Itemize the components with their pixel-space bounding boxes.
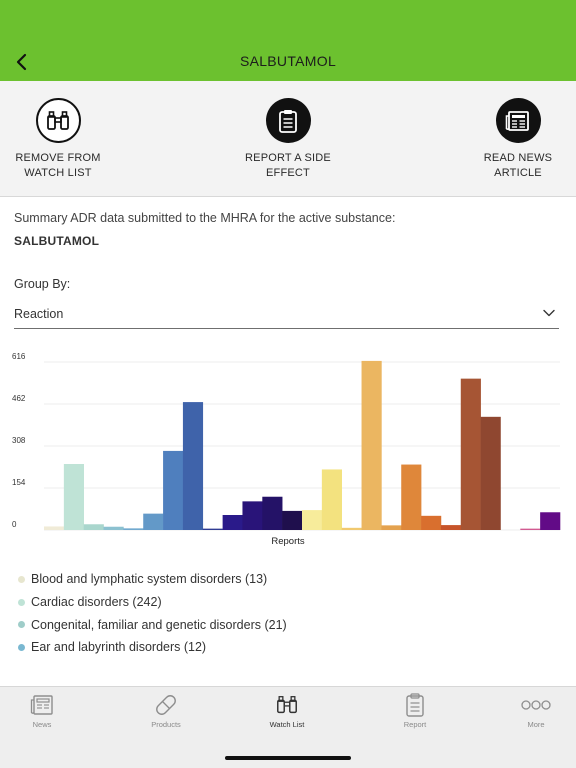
legend-item[interactable]: Blood and lymphatic system disorders (13… [18, 568, 287, 591]
x-axis-label: Reports [271, 536, 305, 547]
bar[interactable] [440, 525, 462, 530]
more-icon [521, 700, 551, 710]
bar[interactable] [262, 496, 283, 530]
chevron-left-icon [16, 53, 27, 71]
legend-label: Blood and lymphatic system disorders (13… [31, 572, 268, 587]
bar[interactable] [421, 515, 442, 530]
bar[interactable] [460, 378, 481, 530]
bar[interactable] [202, 528, 223, 530]
chart-legend: Blood and lymphatic system disorders (13… [18, 568, 287, 659]
bar[interactable] [123, 528, 144, 530]
bar[interactable] [401, 464, 422, 530]
bar[interactable] [163, 450, 184, 530]
pill-icon [156, 695, 176, 715]
group-by-value: Reaction [14, 307, 64, 321]
tab-news[interactable]: News [0, 693, 87, 729]
tab-more-label: More [527, 720, 545, 729]
y-tick-label: 462 [12, 394, 26, 403]
y-tick-label: 0 [12, 520, 17, 529]
bar[interactable] [361, 360, 382, 530]
legend-item[interactable]: Cardiac disorders (242) [18, 591, 287, 614]
tab-news-label: News [32, 720, 52, 729]
summary-text: Summary ADR data submitted to the MHRA f… [14, 211, 396, 225]
back-button[interactable] [10, 48, 34, 76]
read-news-article-button[interactable]: READ NEWS ARTICLE [448, 98, 576, 180]
bar[interactable] [242, 501, 263, 530]
bar[interactable] [480, 416, 501, 530]
tab-report-label: Report [403, 720, 427, 729]
legend-dot [18, 621, 25, 629]
legend-label: Cardiac disorders (242) [31, 595, 162, 610]
read-news-article-label: READ NEWS ARTICLE [483, 152, 553, 179]
newspaper-icon [30, 695, 53, 715]
y-tick-label: 308 [12, 436, 26, 445]
y-tick-label: 616 [12, 352, 26, 361]
bar[interactable] [83, 524, 104, 530]
bar[interactable] [321, 469, 342, 530]
bar[interactable] [520, 528, 541, 530]
legend-item[interactable]: Congenital, familiar and genetic disorde… [18, 613, 287, 636]
group-by-label: Group By: [14, 277, 71, 291]
bar[interactable] [222, 515, 243, 530]
remove-from-watchlist-label: REMOVE FROM WATCH LIST [15, 152, 101, 179]
binoculars-icon [277, 696, 297, 714]
report-side-effect-label: REPORT A SIDE EFFECT [245, 152, 331, 179]
legend-label: Ear and labyrinth disorders (12) [31, 640, 207, 655]
reports-bar-chart: 0 154 308 462 616 Reports [0, 348, 576, 556]
legend-label: Congenital, familiar and genetic disorde… [31, 617, 287, 632]
bar[interactable] [182, 402, 204, 530]
remove-from-watchlist-button[interactable]: REMOVE FROM WATCH LIST [0, 98, 128, 180]
clipboard-icon [265, 98, 311, 143]
tab-report[interactable]: Report [370, 693, 460, 729]
chevron-down-icon [543, 309, 555, 317]
bar[interactable] [143, 513, 164, 530]
bar[interactable] [302, 510, 323, 530]
bar[interactable] [103, 526, 124, 530]
tab-bar: News Products Watch List [0, 686, 576, 768]
action-bar: REMOVE FROM WATCH LIST REPORT A SIDE EFF… [0, 81, 576, 197]
clipboard-icon [406, 693, 424, 717]
home-indicator [225, 756, 351, 760]
bar[interactable] [63, 464, 84, 530]
tab-more[interactable]: More [491, 693, 576, 729]
legend-dot [18, 598, 25, 606]
report-side-effect-button[interactable]: REPORT A SIDE EFFECT [218, 98, 358, 180]
legend-dot [18, 643, 25, 651]
bar[interactable] [381, 525, 402, 530]
newspaper-icon [495, 98, 541, 143]
substance-name: SALBUTAMOL [14, 234, 100, 248]
bar[interactable] [44, 526, 65, 530]
page-title: SALBUTAMOL [239, 53, 337, 69]
y-tick-label: 154 [12, 478, 26, 487]
tab-watch-list-label: Watch List [269, 720, 305, 729]
group-by-select[interactable]: Reaction [14, 300, 559, 329]
top-bar: SALBUTAMOL [0, 0, 576, 81]
tab-watch-list[interactable]: Watch List [242, 693, 332, 729]
binoculars-icon [35, 98, 81, 143]
legend-item[interactable]: Ear and labyrinth disorders (12) [18, 636, 287, 659]
legend-dot [18, 575, 25, 583]
bar[interactable] [341, 527, 362, 530]
tab-products[interactable]: Products [121, 693, 211, 729]
bar[interactable] [282, 510, 303, 530]
tab-products-label: Products [151, 720, 181, 729]
bar[interactable] [540, 512, 561, 530]
chart-svg: 0 154 308 462 616 Reports [12, 352, 561, 547]
